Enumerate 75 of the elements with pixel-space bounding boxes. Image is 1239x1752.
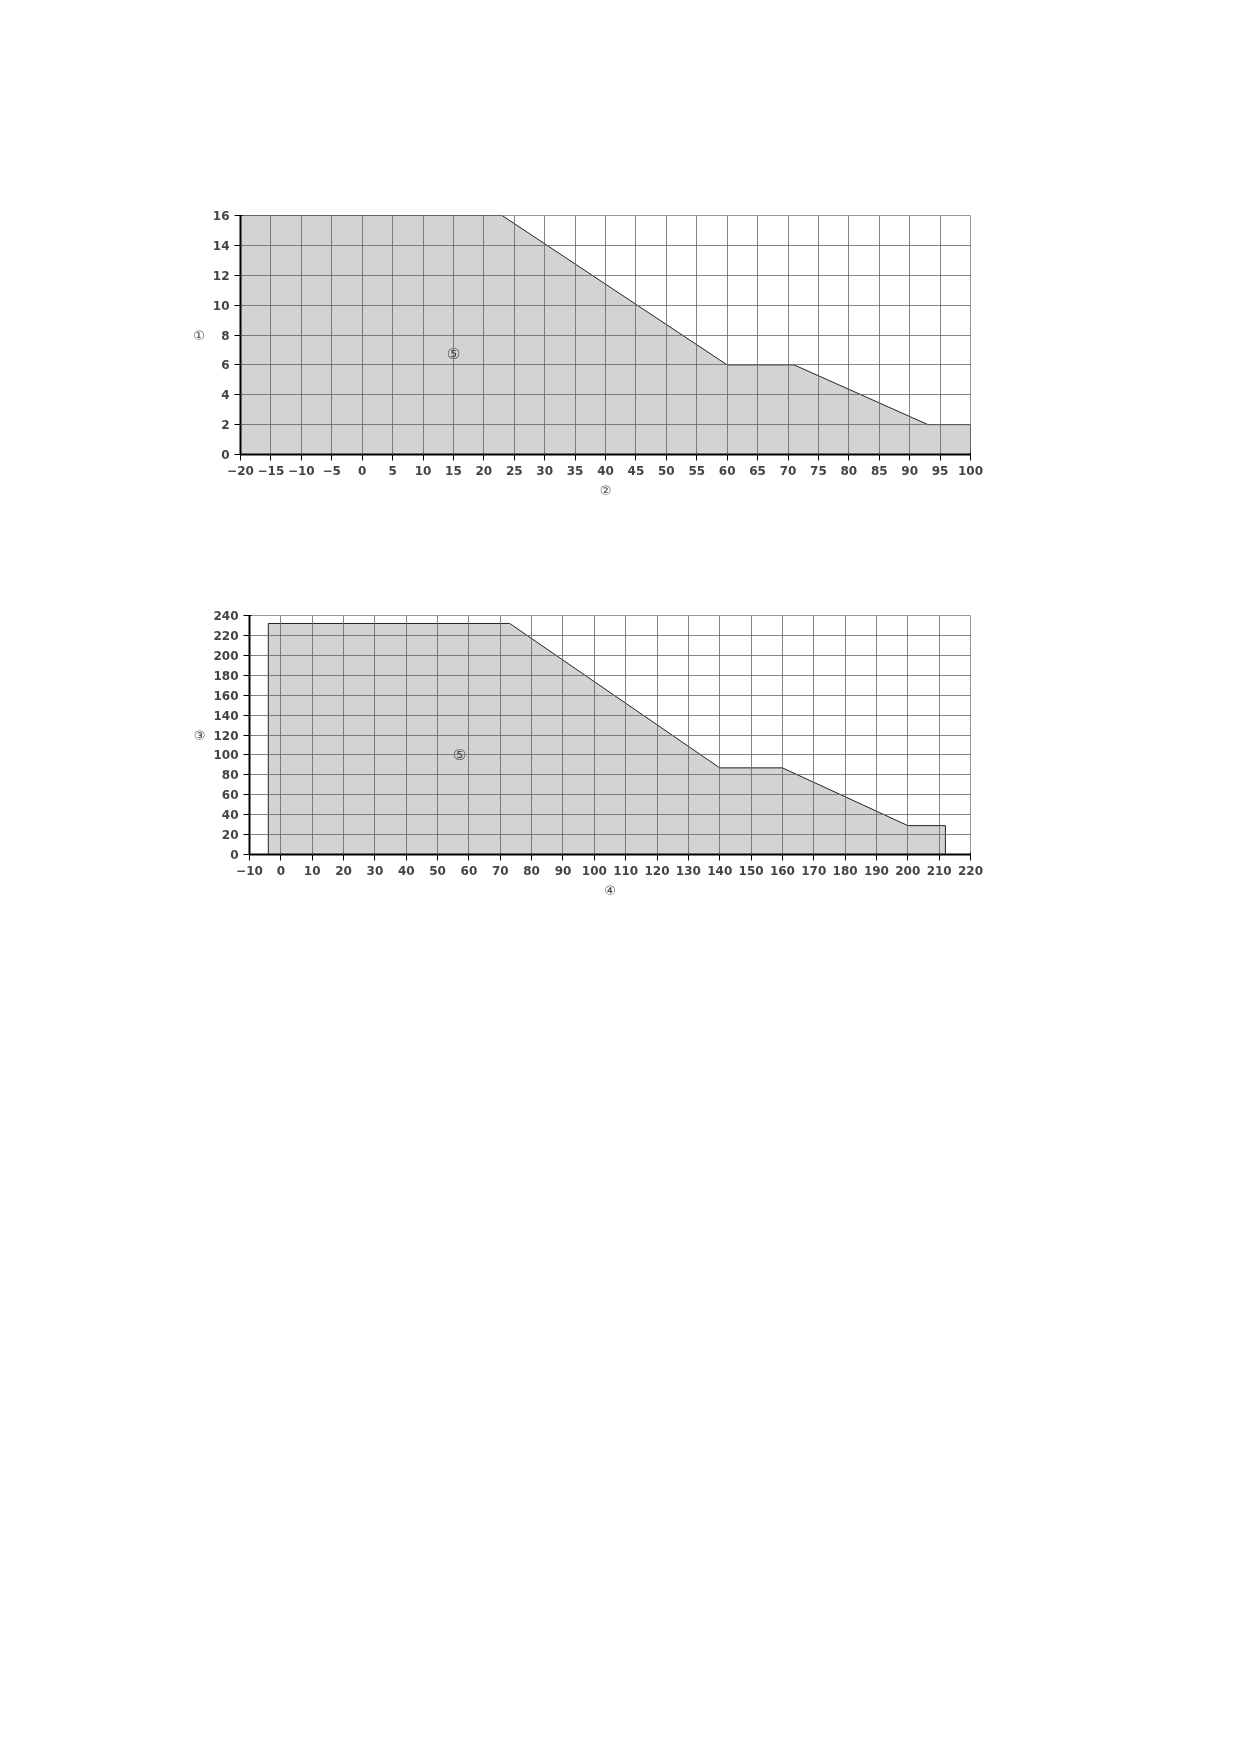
x-tick-label: −20 [227,463,254,478]
y-tick-label: 0 [230,848,239,862]
x-tick-label: −10 [287,463,315,478]
x-tick-label: 60 [718,463,736,478]
y-axis-title: ③ [193,727,206,743]
x-tick-label: 100 [581,863,607,878]
y-tick-label: 140 [213,708,239,723]
x-tick-label: 140 [707,863,733,878]
x-tick-label: 130 [675,863,701,878]
y-tick-label: 60 [221,788,239,803]
x-tick-label: 20 [475,463,493,478]
x-tick-label: 80 [523,863,540,878]
y-tick-label: 12 [212,268,230,283]
x-tick-label: 55 [688,463,706,478]
x-tick-label: 100 [957,463,984,478]
x-tick-label: 150 [738,863,764,878]
y-tick-label: 40 [221,808,239,823]
y-tick-label: 200 [213,648,239,663]
x-tick-label: 75 [810,463,827,478]
x-tick-label: 60 [460,863,478,878]
x-tick-label: 95 [931,463,949,478]
x-tick-label: 220 [957,863,984,878]
x-tick-label: 40 [397,863,415,878]
x-tick-label: 70 [779,463,797,478]
x-tick-label: 0 [276,863,286,878]
x-tick-label: 180 [832,863,858,878]
y-tick-label: 180 [213,668,239,683]
x-tick-label: 25 [505,463,523,478]
x-tick-label: −15 [257,463,285,478]
y-tick-label: 160 [213,688,239,703]
x-tick-label: 190 [863,863,889,878]
x-axis-title: ② [599,482,612,498]
x-tick-label: 200 [895,863,921,878]
x-tick-label: 85 [870,463,888,478]
y-tick-label: 120 [213,728,239,743]
y-tick-label: 100 [213,748,239,763]
y-tick-label: 10 [212,298,230,313]
y-tick-label: 4 [221,388,230,403]
x-tick-label: 170 [801,863,827,878]
x-tick-label: 45 [627,463,645,478]
y-tick-label: 16 [212,209,230,223]
x-tick-label: 10 [414,463,432,478]
x-tick-label: 30 [536,463,554,478]
y-tick-label: 220 [213,628,239,643]
y-tick-label: 20 [221,828,239,843]
y-tick-label: 80 [221,768,239,783]
x-tick-label: 40 [597,463,614,478]
x-tick-label: 120 [644,863,670,878]
x-tick-label: 80 [840,463,858,478]
x-tick-label: 160 [769,863,795,878]
x-tick-label: 70 [491,863,509,878]
x-tick-label: 210 [926,863,952,878]
x-axis-title: ④ [604,882,616,898]
y-tick-label: 8 [221,328,230,343]
y-tick-label: 2 [221,418,230,433]
x-tick-label: 10 [303,863,321,878]
x-tick-label: 90 [554,863,572,878]
y-tick-label: 240 [213,609,239,623]
x-tick-label: 110 [613,863,639,878]
x-tick-label: 65 [749,463,766,478]
x-tick-label: 0 [357,463,367,478]
x-tick-label: 90 [901,463,919,478]
y-tick-label: 14 [212,238,230,253]
x-tick-label: 50 [657,463,675,478]
x-tick-label: 30 [366,863,384,878]
x-tick-label: 20 [335,863,352,878]
x-tick-label: 15 [445,463,462,478]
x-tick-label: 35 [566,463,584,478]
x-tick-label: −5 [322,463,341,478]
y-tick-label: 6 [221,358,230,373]
y-axis-title: ① [193,327,205,343]
x-tick-label: −10 [236,863,263,878]
x-tick-label: 50 [429,863,446,878]
x-tick-label: 5 [388,463,397,478]
y-tick-label: 0 [221,448,230,462]
